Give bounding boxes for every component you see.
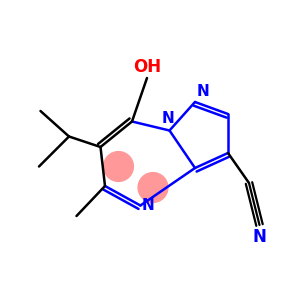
Text: N: N <box>253 228 266 246</box>
Text: N: N <box>142 198 155 213</box>
Circle shape <box>103 151 134 182</box>
Circle shape <box>137 172 169 203</box>
Text: N: N <box>162 111 174 126</box>
Text: OH: OH <box>133 58 161 76</box>
Text: N: N <box>196 84 209 99</box>
